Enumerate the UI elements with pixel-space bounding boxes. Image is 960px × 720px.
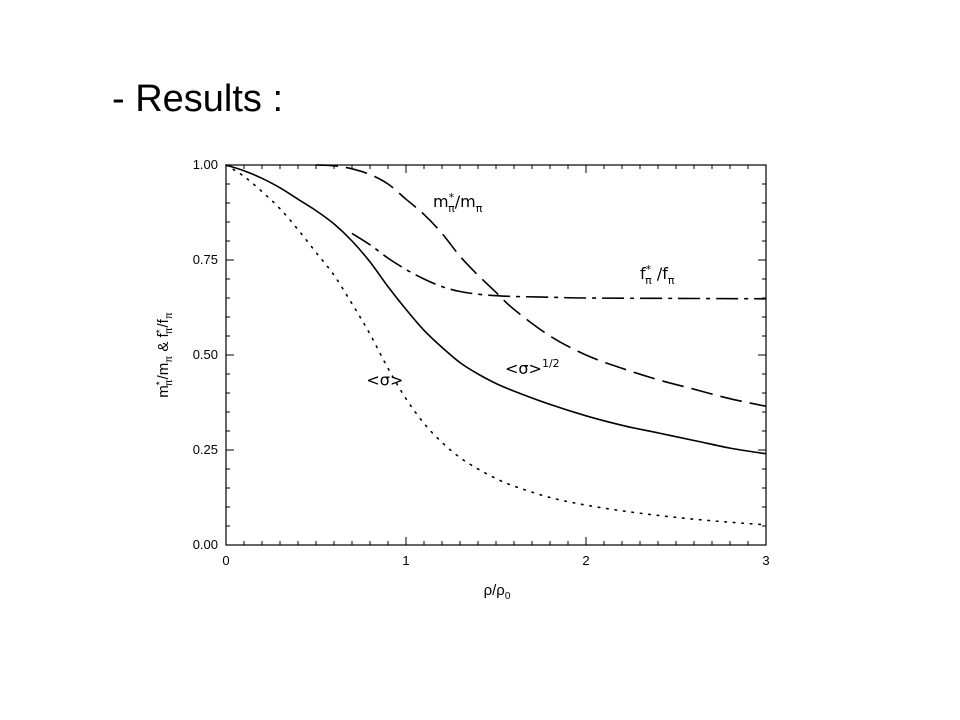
x-tick-label: 1 bbox=[402, 553, 409, 568]
x-tick-label: 0 bbox=[222, 553, 229, 568]
y-tick-label: 0.75 bbox=[193, 252, 218, 267]
annotation-sigma-sqrt: <σ>1/2 bbox=[505, 357, 560, 378]
annotation-sigma: <σ> bbox=[366, 370, 403, 389]
y-axis-label: m*π/mπ & f*π/fπ bbox=[155, 312, 175, 398]
y-tick-label: 0.50 bbox=[193, 347, 218, 362]
plot-frame bbox=[225, 164, 767, 546]
series-sigma-sqrt bbox=[225, 164, 767, 455]
y-tick-label: 0.25 bbox=[193, 442, 218, 457]
annotation-fpi-ratio: f* π /fπ bbox=[640, 263, 675, 287]
annotations: m* π/mπ f* π /fπ <σ>1/2 <σ> bbox=[366, 191, 674, 390]
x-tick-label: 2 bbox=[582, 553, 589, 568]
y-tick-label: 1.00 bbox=[193, 157, 218, 172]
series-fpi-ratio bbox=[351, 232, 767, 300]
x-axis-label: ρ/ρ0 bbox=[484, 582, 511, 602]
series-layer bbox=[225, 164, 767, 526]
slide-title: - Results : bbox=[112, 78, 284, 120]
annotation-mpi-ratio: m* π/mπ bbox=[433, 191, 483, 215]
series-sigma bbox=[225, 164, 767, 526]
axis-ticks: 0 1 2 3 0.00 0.25 0.50 0.75 1.00 bbox=[193, 157, 770, 568]
y-tick-label: 0.00 bbox=[193, 537, 218, 552]
plot-area-border bbox=[225, 164, 767, 546]
x-tick-label: 3 bbox=[762, 553, 769, 568]
